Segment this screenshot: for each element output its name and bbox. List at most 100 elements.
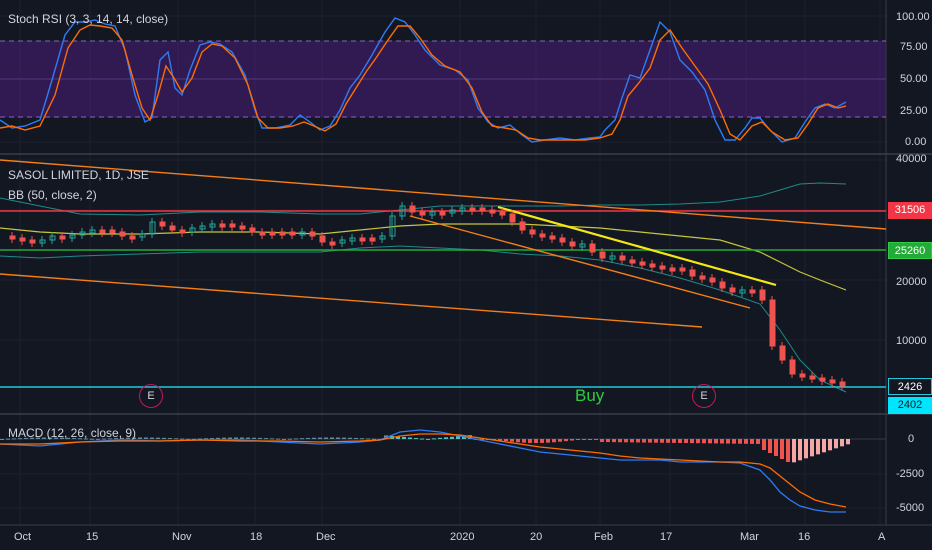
macd-histogram-bar — [576, 439, 580, 440]
candle-body — [179, 229, 186, 234]
earnings-event-marker[interactable]: E — [139, 384, 163, 408]
current-price-tag: 2426 — [888, 378, 932, 395]
macd-histogram-bar — [108, 438, 112, 440]
candle-body — [99, 229, 106, 234]
macd-histogram-bar — [396, 436, 400, 439]
macd-histogram-bar — [558, 439, 562, 442]
time-axis-label: 16 — [798, 531, 811, 543]
macd-histogram-bar — [624, 439, 628, 443]
candlestick-series — [9, 202, 846, 390]
macd-histogram-bar — [96, 438, 100, 440]
candle-body — [779, 345, 786, 361]
macd-histogram-bar — [810, 439, 814, 457]
bb-label[interactable]: BB (50, close, 2) — [8, 188, 97, 202]
yellow-trend-line[interactable] — [497, 205, 777, 287]
symbol-label[interactable]: SASOL LIMITED, 1D, JSE — [8, 168, 149, 182]
macd-histogram-bar — [666, 439, 670, 443]
stoch-axis-tick: 100.00 — [896, 11, 930, 23]
candle-body — [309, 231, 316, 237]
candle-body — [809, 375, 816, 380]
stoch-k-line — [0, 17, 847, 143]
macd-histogram-bar — [294, 438, 298, 440]
macd-histogram-bar — [534, 439, 538, 443]
candle-body — [439, 211, 446, 216]
candle-body — [669, 267, 676, 272]
buy-annotation[interactable]: Buy — [575, 386, 605, 405]
macd-histogram-bar — [156, 437, 160, 439]
time-axis-label: 20 — [530, 531, 543, 543]
macd-label[interactable]: MACD (12, 26, close, 9) — [8, 426, 137, 440]
candle-body — [339, 239, 346, 244]
stoch-rsi-label[interactable]: Stoch RSI (3, 3, 14, 14, close) — [8, 12, 169, 26]
macd-histogram-bar — [798, 439, 802, 461]
candle-body — [599, 251, 606, 259]
macd-histogram-bar — [480, 439, 484, 440]
macd-histogram-bar — [18, 438, 22, 440]
long-downtrend-line[interactable] — [0, 159, 887, 230]
macd-histogram-bar — [744, 439, 748, 444]
candle-body — [109, 229, 116, 234]
macd-histogram-bar — [348, 437, 352, 439]
price-pane[interactable] — [0, 159, 887, 393]
macd-histogram-bar — [510, 439, 514, 442]
macd-histogram-bar — [234, 437, 238, 439]
macd-histogram-bar — [834, 439, 838, 449]
candle-body — [459, 207, 466, 212]
candle-body — [499, 211, 506, 216]
candle-body — [739, 289, 746, 294]
macd-pane[interactable] — [0, 429, 886, 513]
macd-histogram-bar — [528, 439, 532, 443]
macd-histogram-bar — [192, 438, 196, 440]
macd-histogram-bar — [546, 439, 550, 443]
macd-histogram-bar — [372, 438, 376, 440]
bb-upper-band — [0, 182, 847, 216]
candle-body — [449, 209, 456, 214]
macd-histogram-bar — [648, 439, 652, 443]
candle-body — [379, 235, 386, 240]
candle-body — [39, 239, 46, 244]
macd-histogram-bar — [816, 439, 820, 455]
macd-histogram-bar — [570, 439, 574, 441]
stoch-rsi-pane[interactable] — [0, 17, 886, 143]
candle-body — [219, 223, 226, 228]
lower-channel-line[interactable] — [0, 273, 703, 328]
candle-body — [659, 265, 666, 270]
stoch-axis-tick: 50.00 — [900, 73, 928, 85]
macd-histogram-bar — [564, 439, 568, 442]
support-price-tag: 25260 — [888, 242, 932, 259]
short-channel-line[interactable] — [409, 215, 751, 309]
candle-body — [829, 379, 836, 384]
macd-histogram-bar — [588, 439, 592, 440]
macd-histogram-bar — [828, 439, 832, 451]
macd-histogram-bar — [420, 438, 424, 440]
earnings-event-marker[interactable]: E — [692, 384, 716, 408]
macd-histogram-bar — [630, 439, 634, 443]
macd-axis-tick: -2500 — [896, 468, 925, 480]
macd-histogram-bar — [252, 437, 256, 439]
macd-histogram-bar — [150, 437, 154, 439]
macd-histogram-bar — [522, 439, 526, 443]
macd-histogram — [0, 435, 850, 463]
macd-histogram-bar — [336, 437, 340, 439]
macd-histogram-bar — [198, 438, 202, 440]
macd-histogram-bar — [750, 439, 754, 444]
macd-histogram-bar — [84, 438, 88, 440]
price-axis-tick: 40000 — [896, 153, 927, 165]
macd-histogram-bar — [6, 438, 10, 440]
macd-histogram-bar — [126, 437, 130, 439]
candle-body — [349, 237, 356, 242]
macd-histogram-bar — [780, 439, 784, 459]
macd-histogram-bar — [66, 437, 70, 439]
time-axis-label: Dec — [316, 531, 336, 543]
macd-histogram-bar — [330, 437, 334, 439]
candle-body — [149, 221, 156, 235]
candle-body — [589, 243, 596, 253]
stoch-axis-tick: 25.00 — [900, 105, 928, 117]
macd-histogram-bar — [210, 438, 214, 440]
candle-body — [559, 237, 566, 243]
macd-histogram-bar — [24, 437, 28, 439]
macd-histogram-bar — [54, 437, 58, 439]
macd-histogram-bar — [168, 438, 172, 440]
candle-body — [429, 211, 436, 216]
